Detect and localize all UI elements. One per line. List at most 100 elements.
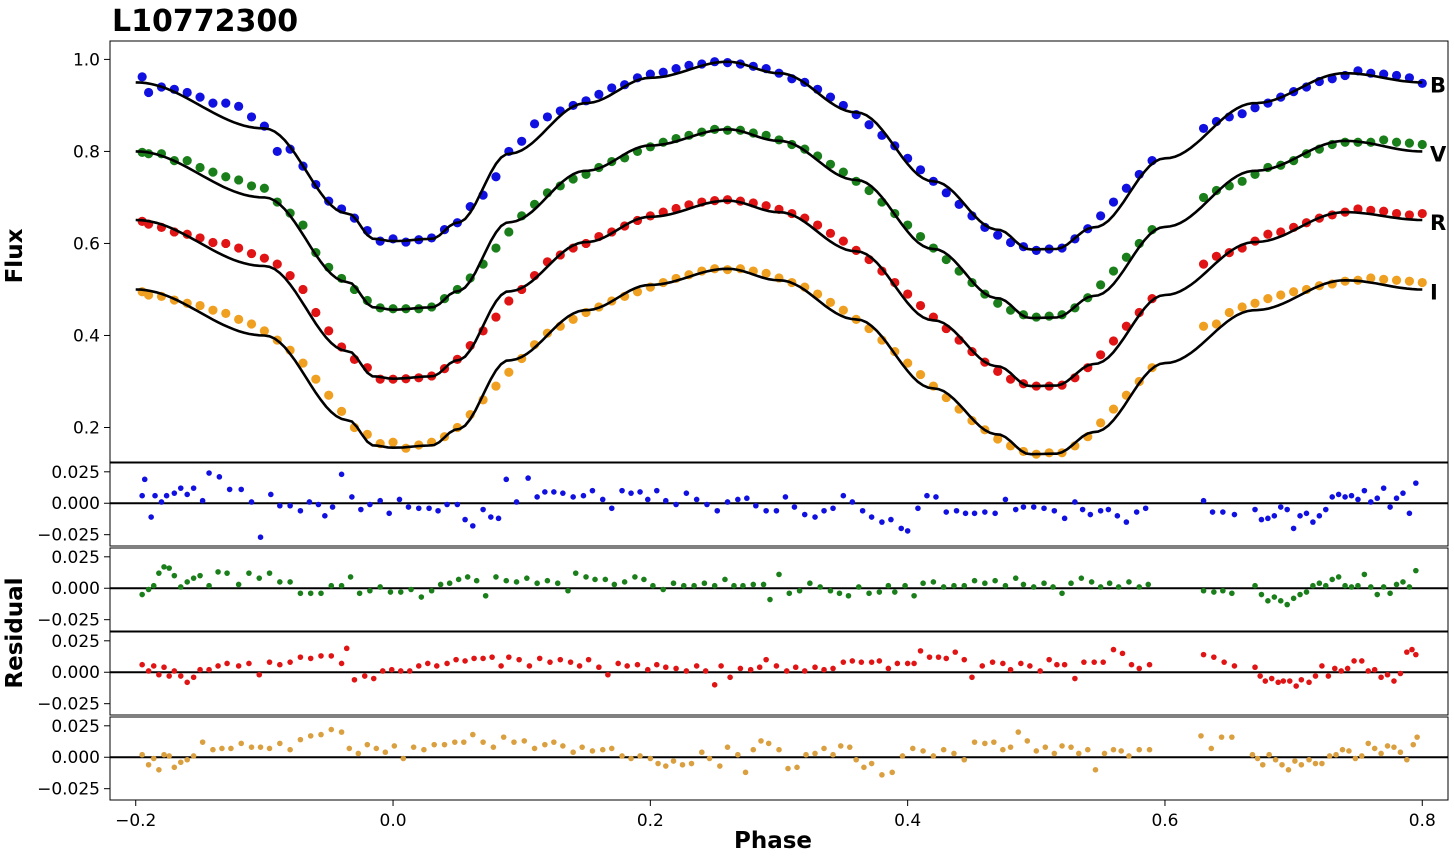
- residual-point-I: [500, 734, 507, 740]
- residual-point-V: [961, 582, 968, 589]
- series-label-V: V: [1430, 142, 1447, 166]
- residual-point-R: [1231, 663, 1238, 669]
- flux-point-R: [1198, 259, 1209, 269]
- residual-point-I: [1292, 758, 1298, 764]
- residual-point-R: [287, 659, 293, 665]
- flux-point-B: [137, 72, 147, 82]
- residual-point-I: [1024, 738, 1031, 744]
- residual-point-B: [513, 499, 520, 505]
- residual-point-B: [1329, 494, 1336, 500]
- residual-point-V: [1406, 584, 1413, 590]
- residual-point-R: [557, 656, 564, 663]
- residual-point-I: [382, 749, 389, 756]
- residual-point-I: [297, 736, 304, 743]
- residual-point-R: [1128, 661, 1135, 668]
- residual-point-B: [1303, 510, 1310, 517]
- residual-point-V: [287, 579, 293, 585]
- residual-point-I: [1007, 744, 1014, 750]
- residual-point-R: [585, 656, 592, 663]
- residual-point-I: [1371, 745, 1378, 752]
- flux-panel-frame: [109, 40, 1449, 463]
- residual-point-B: [190, 485, 197, 491]
- residual-point-B: [1284, 506, 1290, 513]
- residual-point-R: [1007, 666, 1014, 673]
- flux-point-R: [1379, 206, 1389, 216]
- residual-point-R: [801, 668, 808, 674]
- residual-point-R: [171, 668, 178, 674]
- residual-point-B: [1231, 511, 1238, 518]
- residual-point-I: [511, 739, 517, 745]
- flux-point-R: [221, 238, 231, 249]
- residual-point-R: [718, 663, 724, 669]
- residual-point-I: [441, 741, 448, 748]
- residual-point-B: [1406, 510, 1413, 517]
- flux-point-R: [491, 312, 501, 322]
- residual-point-I: [1333, 751, 1339, 758]
- flux-point-B: [1404, 73, 1415, 83]
- residual-point-V: [1303, 589, 1310, 595]
- residual-point-B: [534, 494, 540, 500]
- flux-point-R: [890, 277, 900, 288]
- residual-point-R: [516, 656, 522, 663]
- residual-point-V: [691, 582, 697, 589]
- residual-point-B: [763, 507, 769, 514]
- residual-point-R: [338, 660, 345, 667]
- residual-point-V: [455, 576, 462, 583]
- flux-point-B: [208, 98, 218, 108]
- residual-point-I: [1084, 746, 1091, 753]
- residual-point-R: [1391, 678, 1397, 684]
- residual-point-R: [747, 666, 754, 673]
- residual-point-V: [1271, 594, 1278, 600]
- residual-point-B: [480, 506, 486, 513]
- residual-point-I: [1068, 744, 1074, 750]
- residual-point-B: [435, 507, 441, 514]
- residual-point-V: [1126, 579, 1132, 585]
- residual-point-B: [1277, 504, 1284, 510]
- flux-point-V: [246, 181, 257, 191]
- residual-point-V: [190, 575, 197, 581]
- flux-point-V: [555, 181, 565, 191]
- residual-point-I: [1033, 748, 1040, 754]
- residual-point-R: [1262, 678, 1269, 684]
- residual-point-B: [1209, 509, 1216, 515]
- residual-point-R: [1325, 673, 1332, 679]
- residual-point-V: [1329, 576, 1336, 583]
- residual-point-B: [415, 505, 422, 512]
- residual-point-B: [1051, 507, 1058, 514]
- flux-point-R: [208, 237, 218, 248]
- residual-point-B: [1258, 516, 1265, 523]
- residual-point-R: [424, 660, 431, 667]
- residual-point-V: [156, 570, 162, 576]
- flux-point-I: [1211, 319, 1222, 329]
- residual-point-I: [961, 756, 968, 763]
- residual-point-R: [462, 658, 468, 664]
- residual-point-I: [758, 738, 764, 744]
- residual-point-R: [1275, 679, 1281, 686]
- residual-point-R: [849, 658, 856, 664]
- residual-point-V: [1068, 580, 1074, 587]
- residual-point-I: [431, 741, 438, 748]
- x-tick-label: 0.0: [380, 811, 407, 831]
- residual-point-R: [156, 671, 162, 678]
- residual-point-V: [446, 580, 453, 587]
- residual-point-R: [1200, 651, 1207, 658]
- residual-point-R: [1404, 649, 1410, 655]
- residual-point-R: [644, 666, 651, 673]
- residual-point-V: [1387, 590, 1393, 597]
- residual-point-R: [830, 665, 836, 672]
- residual-point-V: [297, 590, 304, 597]
- residual-point-B: [992, 510, 998, 517]
- model-curve-R: [135, 199, 1423, 388]
- residual-point-R: [343, 645, 350, 652]
- residual-point-B: [1123, 519, 1130, 525]
- residual-point-I: [139, 751, 145, 758]
- residual-point-V: [641, 576, 647, 583]
- residual-point-V: [1229, 590, 1235, 597]
- residual-point-B: [589, 487, 596, 494]
- phase-axis-label: Phase: [734, 828, 812, 854]
- residual-point-B: [248, 499, 255, 505]
- residual-point-V: [1342, 582, 1348, 589]
- residual-point-B: [1413, 480, 1419, 486]
- flux-point-R: [311, 307, 321, 318]
- residual-point-B: [1374, 495, 1381, 502]
